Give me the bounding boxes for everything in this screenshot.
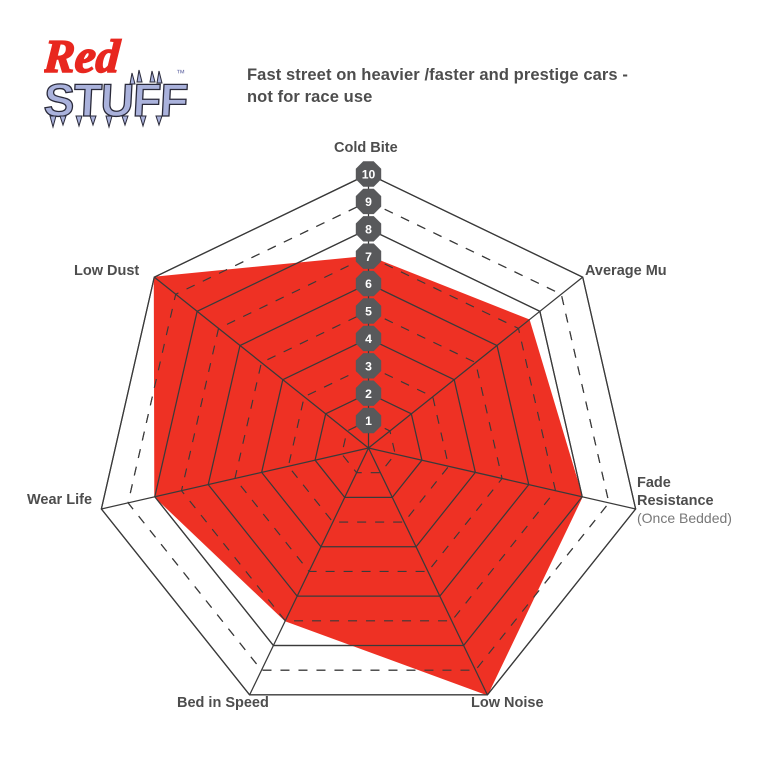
axis-label-low-noise: Low Noise: [471, 695, 544, 713]
radar-tick-badge-6: 6: [355, 270, 382, 297]
axis-label-low-noise-text: Low Noise: [471, 695, 544, 711]
svg-text:STUFF: STUFF: [44, 74, 189, 126]
svg-text:3: 3: [365, 359, 372, 373]
axis-label-fade-sublabel: (Once Bedded): [637, 510, 732, 527]
axis-label-bed-in-speed-text: Bed in Speed: [177, 695, 269, 711]
radar-ring-overlay-2: [314, 392, 423, 498]
radar-ring-overlay-5: [234, 310, 503, 573]
redstuff-logo-graphic: Red STUFF: [44, 30, 189, 129]
axis-label-average-mu-text: Average Mu: [585, 263, 667, 279]
svg-text:1: 1: [365, 414, 372, 428]
axis-label-fade-line-1: Fade: [637, 475, 671, 491]
svg-text:9: 9: [365, 195, 372, 209]
radar-ring-overlay-4: [260, 337, 477, 548]
logo-trademark: ™: [176, 68, 185, 78]
chart-title-line-2: not for race use: [247, 88, 373, 107]
radar-ring-overlay-3: [287, 365, 450, 523]
axis-label-average-mu: Average Mu: [585, 263, 667, 281]
radar-ring-overlay-10: [100, 173, 637, 696]
chart-title-line-1: Fast street on heavier /faster and prest…: [247, 66, 628, 84]
radar-tick-badge-2: 2: [355, 380, 382, 406]
svg-text:2: 2: [365, 387, 372, 401]
radar-spoke-3: [367, 447, 488, 696]
radar-spoke-6: [153, 276, 369, 449]
radar-tick-badge-7: 7: [355, 243, 382, 269]
radar-ring-overlay-7: [180, 255, 557, 622]
svg-text:Red: Red: [44, 31, 123, 83]
radar-tick-badge-3: 3: [355, 353, 382, 379]
logo-word-stuff: STUFF: [44, 69, 189, 129]
radar-spoke-1: [368, 276, 584, 449]
axis-label-low-dust: Low Dust: [74, 263, 139, 281]
axis-label-fade-resistance: Fade Resistance (Once Bedded): [637, 475, 732, 527]
chart-title: Fast street on heavier /faster and prest…: [247, 64, 677, 109]
radar-tick-badges: 1 2 3 4 5 6 7 8 9 10: [355, 161, 382, 434]
axis-label-low-dust-text: Low Dust: [74, 263, 140, 279]
radar-ring-overlay-6: [207, 282, 530, 597]
radar-series-fill: [153, 255, 583, 696]
radar-spokes: [100, 173, 637, 696]
radar-tick-badge-10: 10: [355, 161, 382, 187]
svg-text:10: 10: [362, 168, 376, 182]
svg-text:4: 4: [365, 332, 372, 346]
svg-text:5: 5: [365, 305, 372, 319]
redstuff-logo: Red STUFF: [44, 24, 194, 129]
radar-spoke-4: [249, 447, 370, 696]
radar-tick-badge-4: 4: [355, 325, 382, 352]
radar-tick-badge-9: 9: [355, 188, 382, 215]
radar-ring-overlay-8: [154, 228, 583, 647]
radar-spoke-5: [101, 447, 369, 510]
svg-text:6: 6: [365, 277, 372, 291]
axis-label-bed-in-speed: Bed in Speed: [177, 695, 269, 713]
logo-word-red: Red: [44, 30, 123, 84]
radar-data-polygon: [153, 255, 583, 696]
axis-label-cold-bite: Cold Bite: [334, 140, 398, 158]
radar-spoke-2: [368, 447, 636, 510]
svg-text:8: 8: [365, 222, 372, 236]
axis-label-wear-life: Wear Life: [27, 492, 92, 510]
axis-label-fade-line-2: Resistance: [637, 492, 714, 509]
radar-tick-badge-1: 1: [355, 407, 382, 434]
radar-tick-badge-5: 5: [355, 298, 382, 324]
radar-tick-badge-8: 8: [355, 216, 382, 242]
axis-label-cold-bite-text: Cold Bite: [334, 140, 398, 156]
radar-ring-overlay-9: [127, 200, 610, 671]
svg-text:7: 7: [365, 250, 372, 264]
axis-label-wear-life-text: Wear Life: [27, 492, 93, 508]
